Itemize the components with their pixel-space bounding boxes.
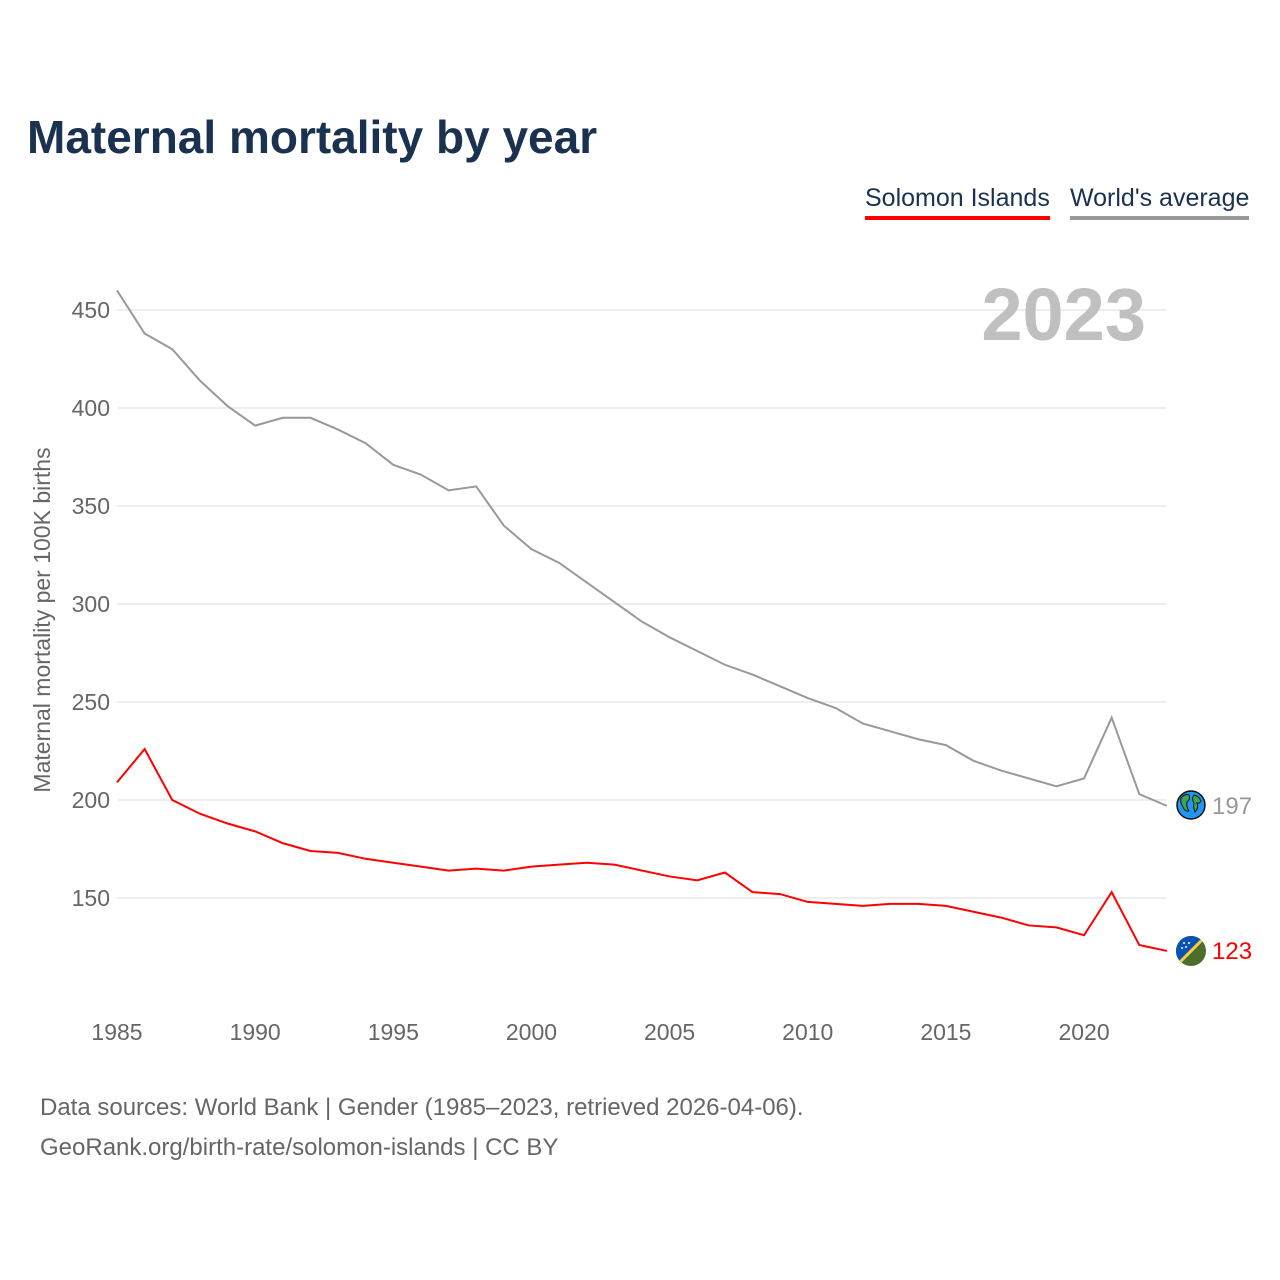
chart-title: Maternal mortality by year xyxy=(27,111,598,163)
x-tick-label: 1995 xyxy=(368,1019,419,1045)
legend-solomon-islands[interactable]: Solomon Islands xyxy=(865,184,1050,220)
data-source-note: Data sources: World Bank | Gender (1985–… xyxy=(40,1094,804,1121)
y-tick-label: 300 xyxy=(72,591,110,617)
source-link[interactable]: GeoRank.org/birth-rate/solomon-islands |… xyxy=(40,1134,559,1161)
end-value-label: 123 xyxy=(1212,938,1252,965)
legend-world-average[interactable]: World's average xyxy=(1070,184,1250,220)
y-tick-label: 150 xyxy=(72,885,110,911)
year-watermark: 2023 xyxy=(981,273,1146,356)
y-tick-label: 250 xyxy=(72,689,110,715)
y-tick-label: 200 xyxy=(72,787,110,813)
footer: Data sources: World Bank | Gender (1985–… xyxy=(40,1088,804,1168)
solomon-islands-flag-icon xyxy=(1176,936,1206,966)
globe-icon xyxy=(1176,790,1206,820)
x-tick-label: 2010 xyxy=(782,1019,833,1045)
y-tick-label: 450 xyxy=(72,297,110,323)
y-tick-label: 400 xyxy=(72,395,110,421)
x-tick-label: 2020 xyxy=(1058,1019,1109,1045)
x-tick-label: 2015 xyxy=(920,1019,971,1045)
x-tick-label: 2000 xyxy=(506,1019,557,1045)
y-tick-label: 350 xyxy=(72,493,110,519)
end-value-label: 197 xyxy=(1212,793,1252,820)
y-axis-label: Maternal mortality per 100K births xyxy=(29,447,55,792)
x-tick-label: 1990 xyxy=(230,1019,281,1045)
series-line-solomon-islands xyxy=(116,747,1168,952)
x-tick-label: 2005 xyxy=(644,1019,695,1045)
x-tick-label: 1985 xyxy=(91,1019,142,1045)
series-line-world-s-average xyxy=(116,289,1168,807)
